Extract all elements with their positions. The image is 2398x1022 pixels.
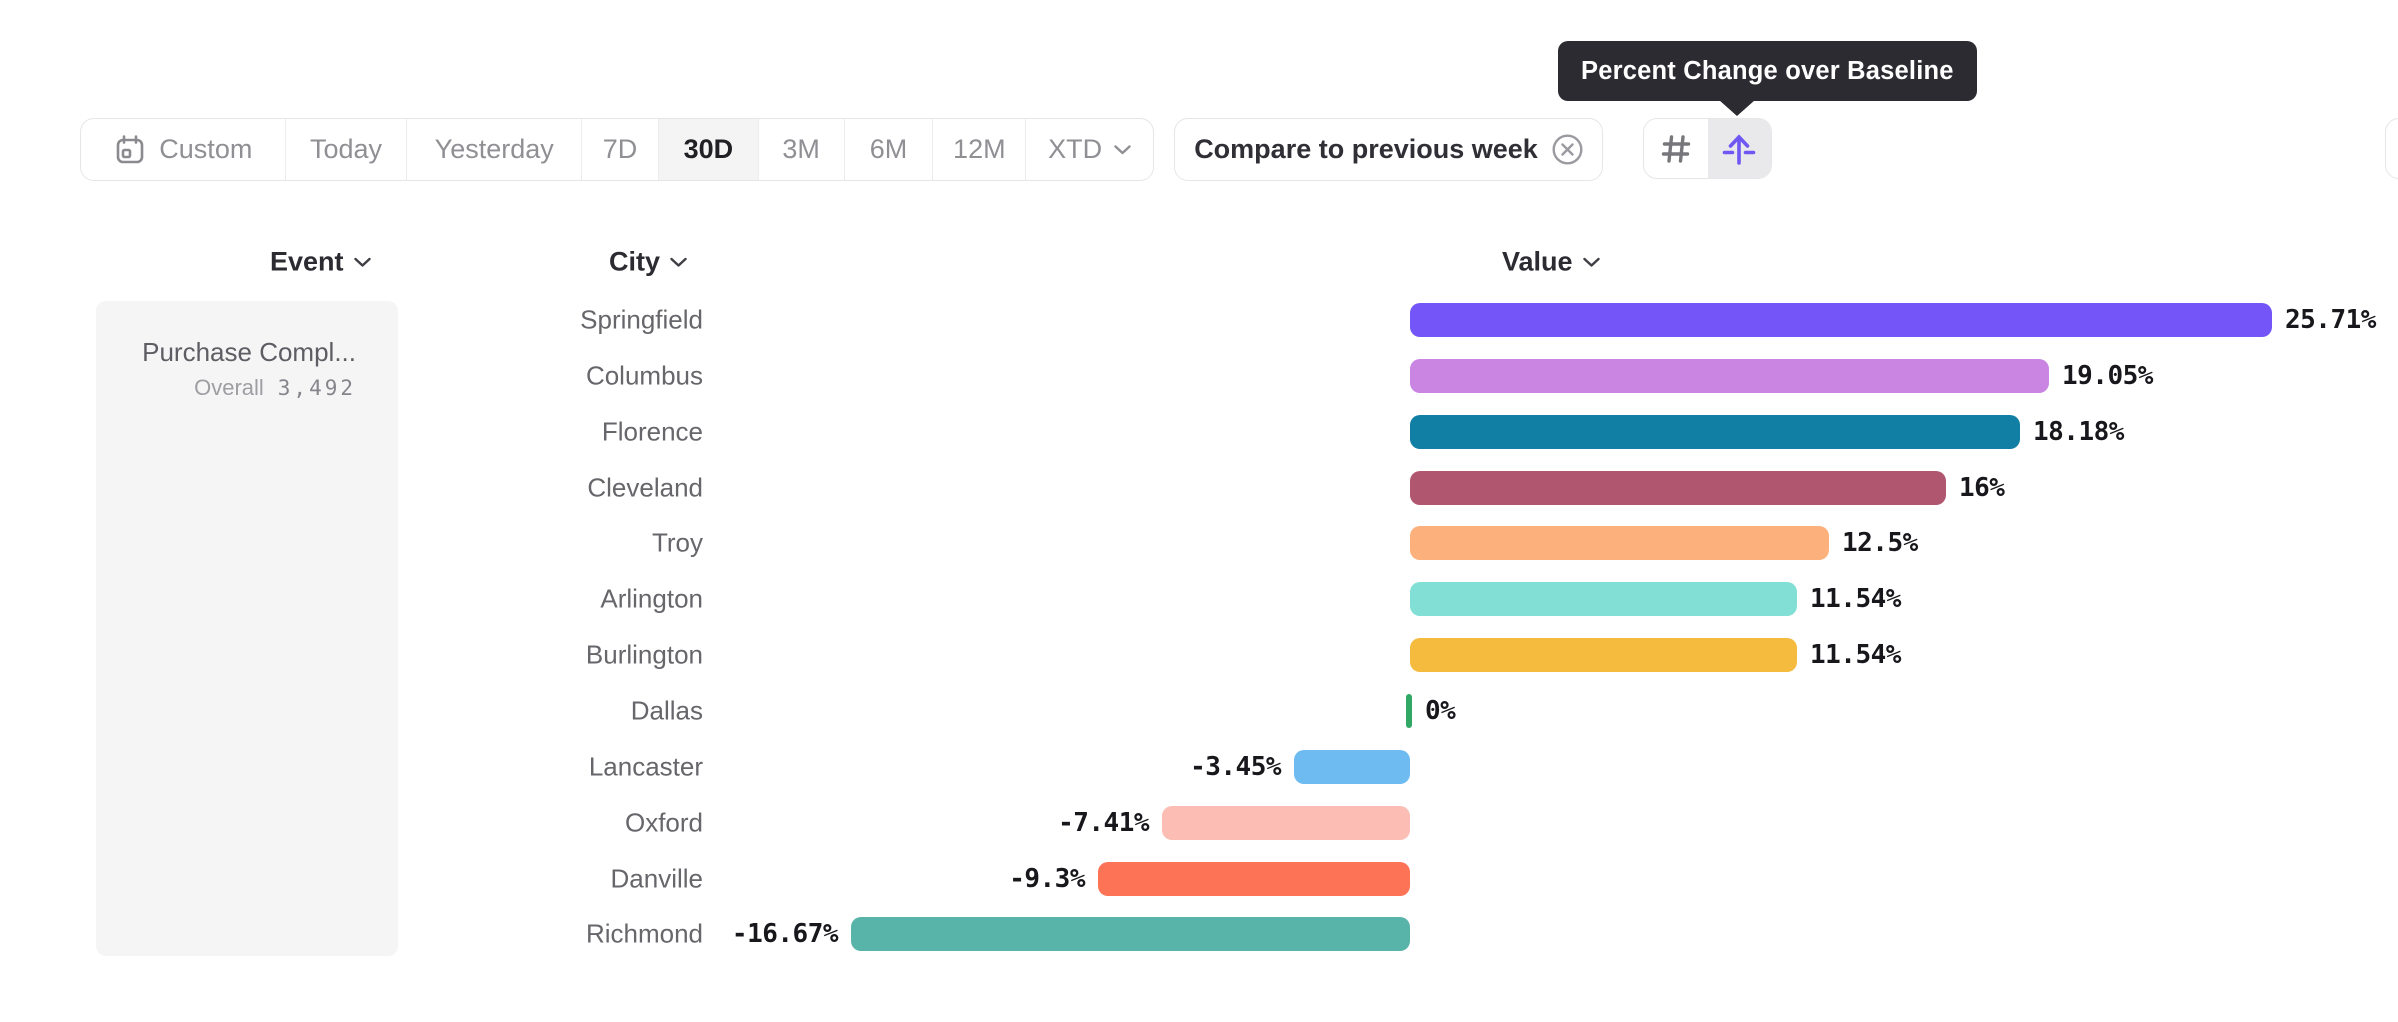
- value-label-troy: 12.5%: [1842, 528, 1918, 559]
- hash-icon: [1661, 134, 1690, 163]
- numbers-mode-button[interactable]: [1644, 119, 1708, 178]
- event-metric: Overall 3,492: [194, 375, 356, 401]
- bar-richmond[interactable]: [851, 917, 1410, 952]
- bar-arlington[interactable]: [1410, 582, 1797, 617]
- date-range-toolbar: Custom Today Yesterday 7D 30D 3M 6M 12M XTD: [80, 118, 1154, 181]
- date-range-today-button[interactable]: Today: [286, 119, 408, 180]
- remove-circle-icon[interactable]: [1552, 134, 1583, 165]
- bar-danville[interactable]: [1098, 861, 1410, 896]
- tooltip-pointer-icon: [1719, 100, 1755, 116]
- date-range-label: Yesterday: [434, 134, 554, 164]
- category-label-dallas: Dallas: [630, 695, 703, 726]
- chart-value-mode-toggle: [1643, 118, 1772, 179]
- date-range-label: 12M: [953, 134, 1006, 164]
- column-header-event[interactable]: Event: [270, 247, 371, 278]
- event-metric-label: Overall: [194, 375, 264, 400]
- category-label-arlington: Arlington: [600, 583, 703, 614]
- bar-burlington[interactable]: [1410, 638, 1797, 673]
- category-label-troy: Troy: [651, 527, 703, 558]
- date-range-yesterday-button[interactable]: Yesterday: [407, 119, 583, 180]
- bar-oxford[interactable]: [1162, 805, 1410, 840]
- category-label-lancaster: Lancaster: [588, 751, 703, 782]
- date-range-3m-button[interactable]: 3M: [759, 119, 845, 180]
- category-label-burlington: Burlington: [585, 639, 703, 670]
- value-label-richmond: -16.67%: [731, 919, 839, 950]
- date-range-custom-button[interactable]: Custom: [81, 119, 286, 180]
- date-range-30d-button[interactable]: 30D: [658, 119, 759, 180]
- column-header-value-label: Value: [1502, 246, 1573, 277]
- bar-cleveland[interactable]: [1410, 470, 1946, 505]
- value-label-lancaster: -3.45%: [1190, 751, 1281, 782]
- date-range-12m-button[interactable]: 12M: [933, 119, 1027, 180]
- arrow-up-baseline-icon: [1722, 133, 1756, 165]
- bar-florence[interactable]: [1410, 414, 2020, 449]
- bar-columbus[interactable]: [1410, 358, 2049, 393]
- category-label-cleveland: Cleveland: [587, 472, 703, 503]
- value-label-columbus: 19.05%: [2062, 360, 2153, 391]
- column-header-city[interactable]: City: [609, 247, 687, 278]
- category-label-florence: Florence: [601, 416, 703, 447]
- category-label-danville: Danville: [610, 863, 704, 894]
- date-range-label: 3M: [782, 134, 820, 164]
- category-label-oxford: Oxford: [624, 807, 703, 838]
- date-range-label: 6M: [869, 134, 908, 164]
- right-edge-partial-button[interactable]: [2385, 118, 2398, 179]
- date-range-label: XTD: [1048, 134, 1103, 164]
- event-panel[interactable]: Purchase Compl... Overall 3,492: [96, 301, 398, 956]
- event-metric-value: 3,492: [277, 376, 356, 400]
- date-range-label: Today: [309, 134, 383, 164]
- chevron-down-icon: [1114, 144, 1131, 154]
- value-label-burlington: 11.54%: [1810, 640, 1901, 671]
- value-label-oxford: -7.41%: [1058, 807, 1149, 838]
- tooltip: Percent Change over Baseline: [1558, 41, 1977, 116]
- date-range-6m-button[interactable]: 6M: [845, 119, 934, 180]
- bar-springfield[interactable]: [1410, 303, 2272, 337]
- bar-dallas[interactable]: [1406, 694, 1412, 729]
- category-label-springfield: Springfield: [580, 304, 703, 335]
- value-label-springfield: 25.71%: [2285, 305, 2376, 335]
- column-header-value[interactable]: Value: [1502, 247, 1600, 278]
- compare-button[interactable]: Compare to previous week: [1174, 118, 1603, 181]
- value-label-dallas: 0%: [1425, 696, 1456, 727]
- event-name[interactable]: Purchase Compl...: [142, 337, 356, 367]
- date-range-label: 7D: [602, 134, 638, 164]
- compare-label: Compare to previous week: [1194, 134, 1538, 164]
- date-range-xtd-button[interactable]: XTD: [1026, 119, 1153, 180]
- bar-troy[interactable]: [1410, 526, 1829, 561]
- value-label-arlington: 11.54%: [1810, 584, 1901, 615]
- column-header-city-label: City: [609, 246, 661, 277]
- chevron-down-icon: [353, 257, 371, 267]
- value-label-danville: -9.3%: [1009, 863, 1085, 894]
- category-label-richmond: Richmond: [585, 918, 703, 949]
- tooltip-text: Percent Change over Baseline: [1581, 56, 1954, 85]
- category-label-columbus: Columbus: [585, 360, 703, 391]
- column-header-event-label: Event: [270, 246, 344, 277]
- calendar-icon: [116, 134, 144, 163]
- date-range-7d-button[interactable]: 7D: [582, 119, 659, 180]
- value-label-florence: 18.18%: [2033, 416, 2124, 447]
- date-range-label: Custom: [159, 134, 253, 164]
- date-range-label: 30D: [683, 134, 734, 164]
- chevron-down-icon: [1582, 257, 1600, 267]
- bar-lancaster[interactable]: [1294, 749, 1410, 784]
- percent-change-mode-button[interactable]: [1707, 119, 1771, 178]
- value-label-cleveland: 16%: [1959, 472, 2005, 503]
- chevron-down-icon: [670, 257, 687, 267]
